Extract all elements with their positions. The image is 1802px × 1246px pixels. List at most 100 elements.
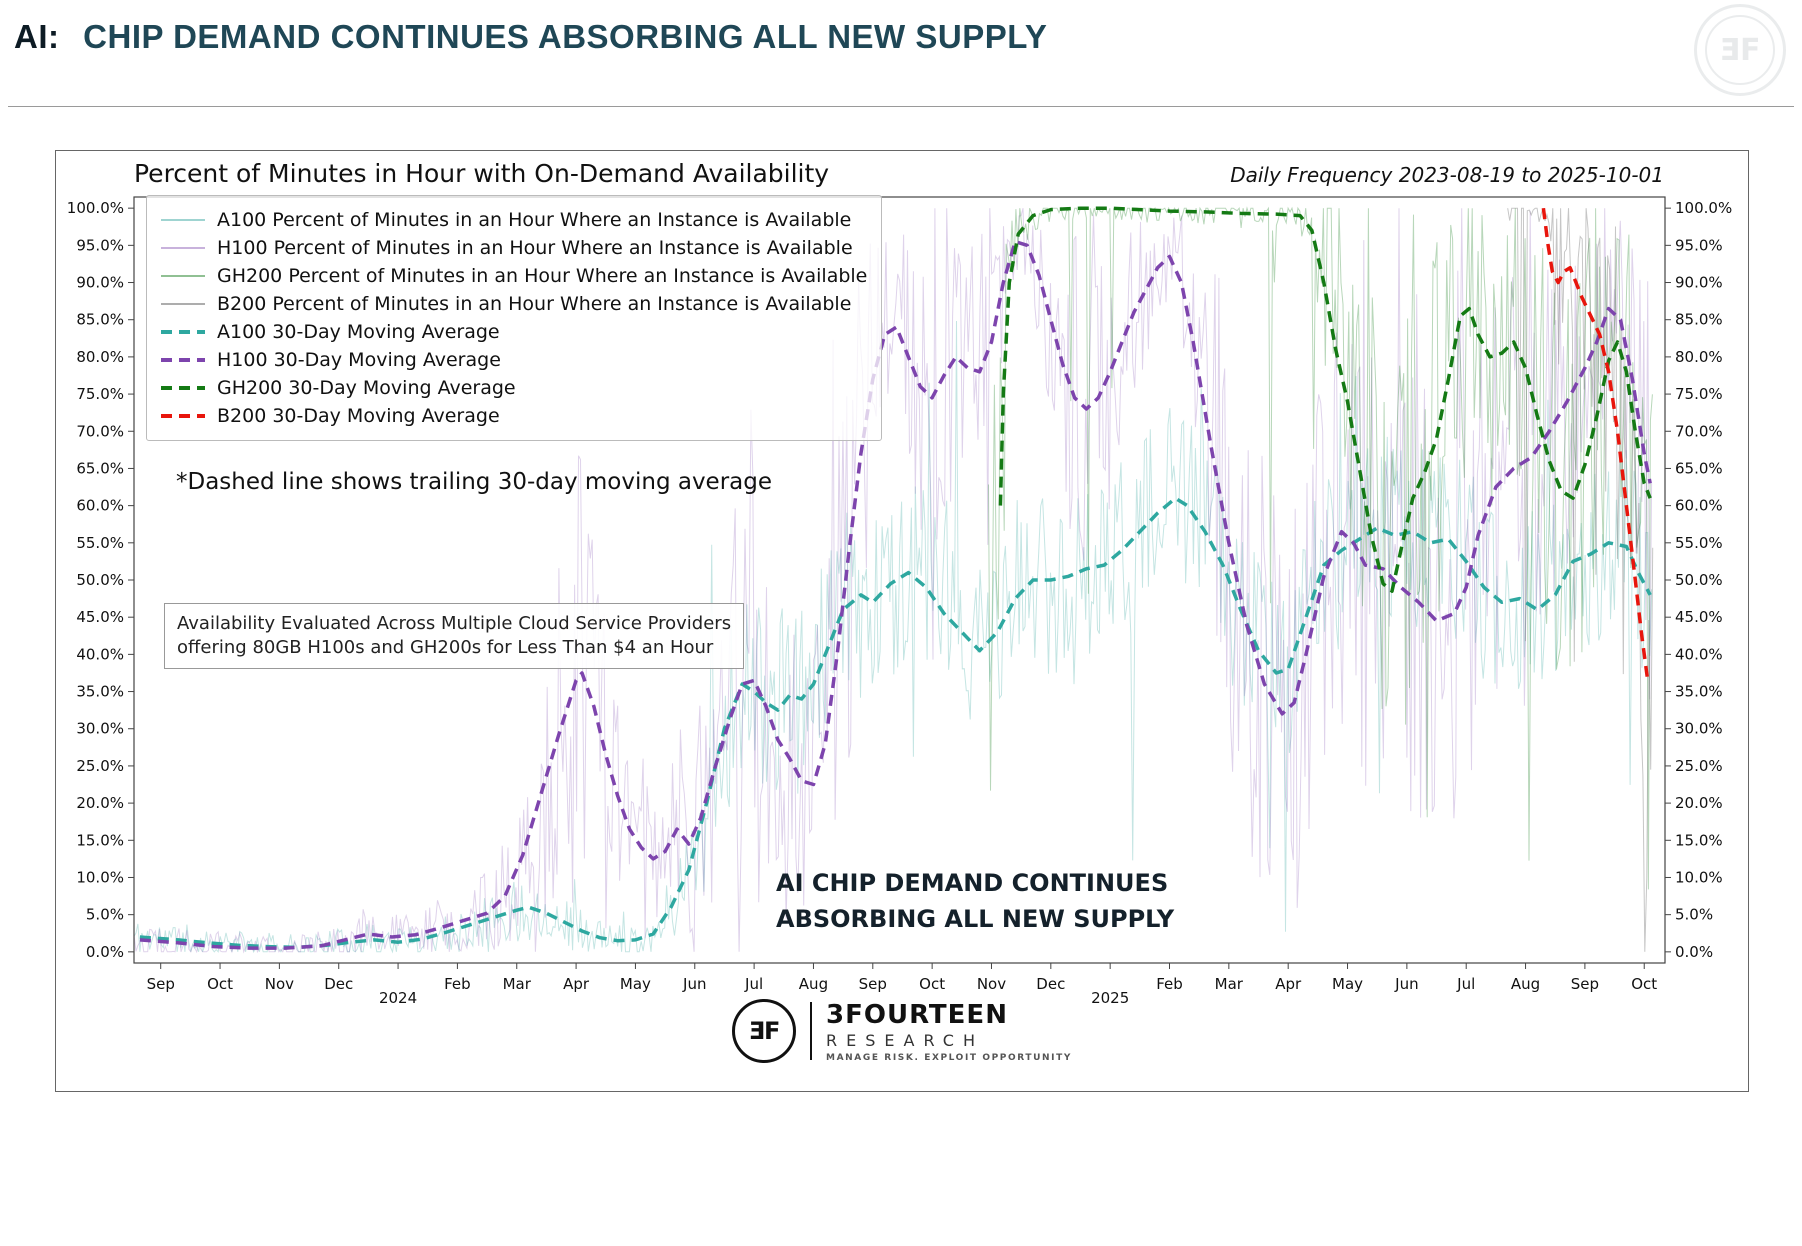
availability-note-line1: Availability Evaluated Across Multiple C… [177, 613, 732, 634]
moving-average-note: *Dashed line shows trailing 30-day movin… [176, 469, 773, 495]
x-axis: Sep Oct Nov Dec 2024 Feb Mar Apr May Jun Jul Aug Sep… [147, 963, 1657, 1007]
y-tick-label-left: 100.0% [67, 199, 124, 217]
legend-item: H100 30-Day Moving Average [161, 346, 867, 374]
y-tick-label-right: 30.0% [1675, 720, 1723, 738]
chart-frame: 0.0% 0.0% 5.0% 5.0% 10.0% 10.0% 15.0% 15.0% 20.0… [55, 150, 1749, 1092]
y-tick-label-right: 45.0% [1675, 608, 1723, 626]
y-tick-label-right: 40.0% [1675, 645, 1723, 663]
y-tick-label-left: 25.0% [76, 757, 124, 775]
header-divider [8, 106, 1794, 107]
y-tick-label-right: 25.0% [1675, 757, 1723, 775]
b200-ma-line [1541, 207, 1649, 677]
y-tick-label-left: 55.0% [76, 534, 124, 552]
y-tick-label-right: 15.0% [1675, 831, 1723, 849]
legend-dashed-line-swatch [161, 330, 205, 334]
y-tick-label-left: 5.0% [86, 906, 124, 924]
legend-dashed-line-swatch [161, 386, 205, 390]
x-tick-label: Nov [977, 975, 1006, 993]
availability-note-box: Availability Evaluated Across Multiple C… [164, 603, 745, 669]
x-tick-label: Dec [324, 975, 353, 993]
legend-label: H100 30-Day Moving Average [217, 349, 501, 371]
y-tick-label-right: 100.0% [1675, 199, 1732, 217]
y-tick-label-left: 70.0% [76, 422, 124, 440]
x-tick-label: Sep [1571, 975, 1599, 993]
legend-label: B200 30-Day Moving Average [217, 405, 500, 427]
x-tick-label: Mar [1215, 975, 1244, 993]
footer-brand-name: 3FOURTEEN [826, 999, 1008, 1030]
legend-line-swatch [161, 247, 205, 249]
y-tick-label-right: 75.0% [1675, 385, 1723, 403]
y-tick-label-right: 60.0% [1675, 497, 1723, 515]
x-tick-label: Sep [859, 975, 887, 993]
brand-monogram: ƎF [1705, 15, 1775, 85]
x-tick-label: Nov [265, 975, 294, 993]
legend-item: B200 30-Day Moving Average [161, 402, 867, 430]
y-tick-label-right: 95.0% [1675, 236, 1723, 254]
x-tick-label: Dec [1036, 975, 1065, 993]
y-tick-label-right: 10.0% [1675, 868, 1723, 886]
y-axis: 0.0% 0.0% 5.0% 5.0% 10.0% 10.0% 15.0% 15.0% 20.0… [67, 199, 1732, 961]
gh200-ma-line [998, 206, 1652, 593]
x-tick-label: Apr [1275, 975, 1302, 993]
y-tick-label-left: 95.0% [76, 236, 124, 254]
availability-note-line2: offering 80GB H100s and GH200s for Less … [177, 637, 714, 658]
legend-dashed-line-swatch [161, 414, 205, 418]
y-tick-label-right: 50.0% [1675, 571, 1723, 589]
y-tick-label-right: 0.0% [1675, 943, 1713, 961]
y-tick-label-left: 85.0% [76, 311, 124, 329]
y-tick-label-right: 20.0% [1675, 794, 1723, 812]
footer-brand-sub: RESEARCH [826, 1030, 984, 1050]
y-tick-label-left: 45.0% [76, 608, 124, 626]
x-tick-label: Oct [919, 975, 945, 993]
footer-brand: ƎF 3FOURTEEN RESEARCH MANAGE RISK. EXPLO… [56, 999, 1748, 1063]
y-tick-label-right: 35.0% [1675, 683, 1723, 701]
x-tick-label: Oct [207, 975, 233, 993]
legend-line-swatch [161, 303, 205, 305]
legend-label: GH200 30-Day Moving Average [217, 377, 516, 399]
legend-item: A100 30-Day Moving Average [161, 318, 867, 346]
y-tick-label-left: 80.0% [76, 348, 124, 366]
legend-item: B200 Percent of Minutes in an Hour Where… [161, 290, 867, 318]
legend-item: GH200 Percent of Minutes in an Hour Wher… [161, 262, 867, 290]
page-title: CHIP DEMAND CONTINUES ABSORBING ALL NEW … [83, 18, 1048, 55]
legend-item: H100 Percent of Minutes in an Hour Where… [161, 234, 867, 262]
legend-item: GH200 30-Day Moving Average [161, 374, 867, 402]
y-tick-label-right: 80.0% [1675, 348, 1723, 366]
y-tick-label-left: 30.0% [76, 720, 124, 738]
legend-dashed-line-swatch [161, 358, 205, 362]
x-tick-label: May [620, 975, 651, 993]
x-tick-label: Sep [147, 975, 175, 993]
x-tick-label: Feb [444, 975, 471, 993]
brand-watermark-icon: ƎF [1694, 4, 1786, 96]
y-tick-label-left: 20.0% [76, 794, 124, 812]
a100-ma-line [139, 496, 1652, 950]
h100-ma-line [139, 239, 1652, 950]
y-tick-label-right: 65.0% [1675, 459, 1723, 477]
legend: A100 Percent of Minutes in an Hour Where… [146, 195, 883, 441]
y-tick-label-right: 5.0% [1675, 906, 1713, 924]
page-header: AI: CHIP DEMAND CONTINUES ABSORBING ALL … [14, 18, 1047, 56]
watermark-line2: ABSORBING ALL NEW SUPPLY [776, 905, 1175, 933]
y-tick-label-left: 35.0% [76, 683, 124, 701]
y-tick-label-left: 75.0% [76, 385, 124, 403]
y-tick-label-right: 70.0% [1675, 422, 1723, 440]
y-tick-label-left: 50.0% [76, 571, 124, 589]
x-tick-label: Aug [1511, 975, 1540, 993]
legend-item: A100 Percent of Minutes in an Hour Where… [161, 206, 867, 234]
y-tick-label-left: 15.0% [76, 831, 124, 849]
chart-title: Percent of Minutes in Hour with On-Deman… [134, 159, 830, 188]
y-tick-label-right: 85.0% [1675, 311, 1723, 329]
x-tick-label: Jun [682, 975, 706, 993]
footer-tagline: MANAGE RISK. EXPLOIT OPPORTUNITY [826, 1052, 1072, 1063]
legend-label: GH200 Percent of Minutes in an Hour Wher… [217, 265, 868, 287]
x-tick-label: 2024 [379, 989, 417, 1007]
legend-label: B200 Percent of Minutes in an Hour Where… [217, 293, 852, 315]
legend-line-swatch [161, 275, 205, 277]
x-tick-label: 2025 [1091, 989, 1129, 1007]
watermark-line1: AI CHIP DEMAND CONTINUES [776, 869, 1169, 897]
x-tick-label: Feb [1156, 975, 1183, 993]
legend-line-swatch [161, 219, 205, 221]
x-tick-label: Jul [744, 975, 763, 993]
legend-label: A100 Percent of Minutes in an Hour Where… [217, 209, 852, 231]
legend-label: A100 30-Day Moving Average [217, 321, 500, 343]
